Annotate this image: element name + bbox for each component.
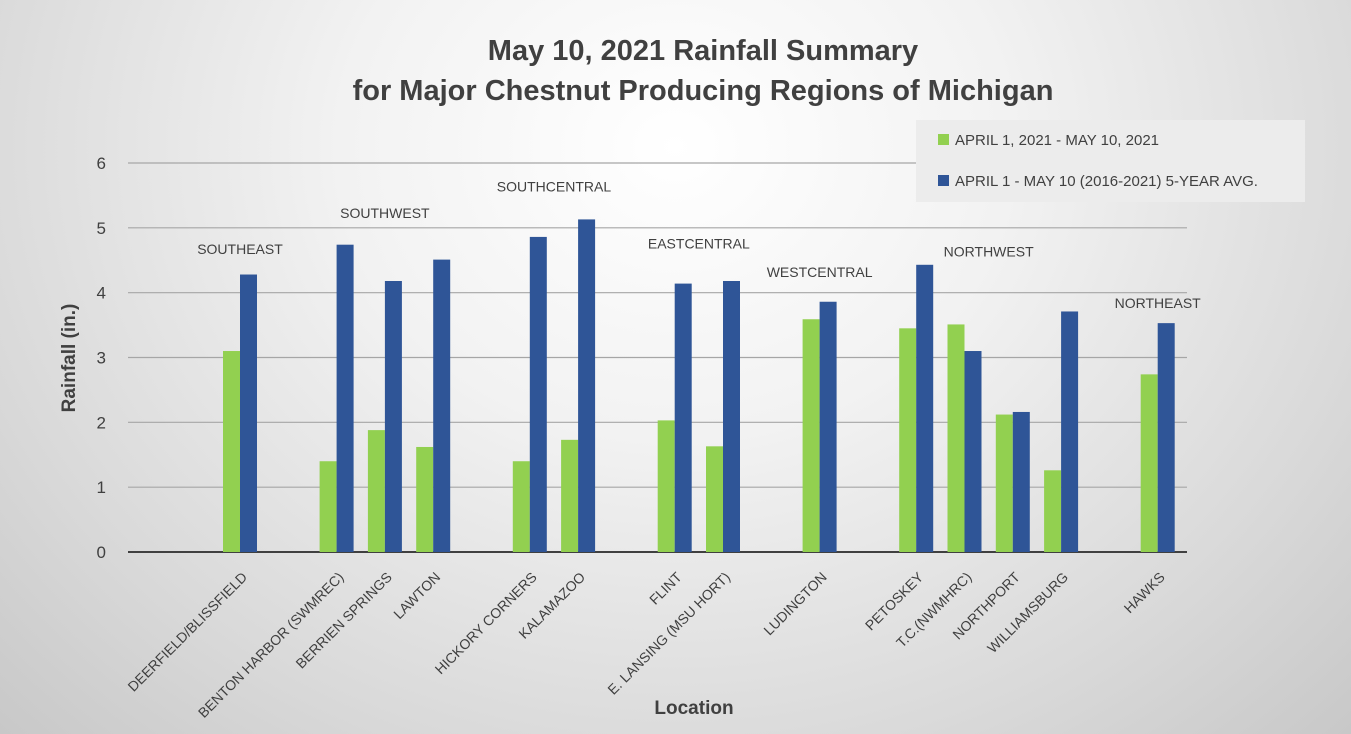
region-label: WESTCENTRAL (767, 264, 873, 280)
bar-current-season (657, 420, 675, 552)
x-category-label: WILLIAMSBURG (984, 569, 1071, 656)
bar-five-year-average (1157, 323, 1175, 552)
bar-five-year-average (674, 283, 692, 552)
y-axis-title: Rainfall (in.) (59, 304, 80, 413)
legend-background (916, 120, 1305, 202)
legend-label-current: APRIL 1, 2021 - MAY 10, 2021 (955, 132, 1159, 149)
bar-current-season (706, 446, 723, 552)
x-category-label: BERRIEN SPRINGS (292, 569, 395, 672)
x-category-label: FLINT (646, 568, 685, 607)
bar-five-year-average (336, 244, 354, 552)
bar-current-season (947, 324, 965, 552)
bar-current-season (367, 430, 385, 552)
bar-current-season (802, 319, 820, 552)
legend-swatch-average (938, 175, 949, 186)
bar-five-year-average (723, 280, 740, 552)
bar-current-season (899, 328, 917, 552)
bar-current-season (1044, 470, 1062, 552)
region-label: NORTHEAST (1115, 295, 1202, 311)
region-label: SOUTHWEST (340, 205, 430, 221)
bar-five-year-average (964, 351, 982, 552)
gridlines (128, 162, 1187, 553)
y-tick-label: 4 (97, 284, 106, 303)
bar-current-season (1140, 374, 1158, 552)
x-axis-title: Location (654, 698, 733, 719)
y-tick-label: 0 (97, 543, 106, 562)
legend-label-average: APRIL 1 - MAY 10 (2016-2021) 5-YEAR AVG. (955, 173, 1258, 190)
bars (223, 219, 1175, 552)
bar-five-year-average (1061, 311, 1079, 552)
region-label: SOUTHCENTRAL (497, 179, 612, 195)
bar-five-year-average (240, 274, 257, 552)
chart-title-line-2: for Major Chestnut Producing Regions of … (353, 75, 1054, 107)
x-category-label: LUDINGTON (760, 569, 829, 638)
y-tick-label: 1 (97, 478, 106, 497)
legend-swatch-current (938, 134, 949, 145)
bar-current-season (416, 446, 434, 552)
region-label: EASTCENTRAL (648, 236, 750, 252)
y-tick-label: 6 (97, 154, 106, 173)
y-tick-label: 5 (97, 219, 106, 238)
bar-current-season (995, 414, 1013, 552)
y-axis-ticks: 0 1 2 3 4 5 6 (97, 154, 106, 562)
bar-five-year-average (916, 264, 934, 552)
bar-five-year-average (529, 236, 547, 552)
bar-five-year-average (433, 259, 451, 552)
bar-five-year-average (578, 219, 596, 552)
x-category-label: LAWTON (390, 569, 443, 622)
region-annotations: SOUTHEAST SOUTHWEST SOUTHCENTRAL EASTCENTRA… (197, 179, 1201, 312)
bar-five-year-average (384, 280, 402, 552)
bar-current-season (223, 351, 240, 552)
bar-five-year-average (1012, 411, 1030, 552)
y-tick-label: 2 (97, 413, 106, 432)
region-label: SOUTHEAST (197, 241, 283, 257)
region-label: NORTHWEST (944, 243, 1034, 259)
bar-current-season (512, 461, 530, 552)
bar-current-season (561, 439, 579, 552)
chart-title-line-1: May 10, 2021 Rainfall Summary (488, 35, 918, 67)
bar-current-season (319, 461, 337, 552)
x-category-label: HAWKS (1121, 569, 1168, 616)
y-tick-label: 3 (97, 349, 106, 368)
legend: APRIL 1, 2021 - MAY 10, 2021 APRIL 1 - M… (916, 120, 1305, 202)
bar-five-year-average (819, 301, 837, 552)
